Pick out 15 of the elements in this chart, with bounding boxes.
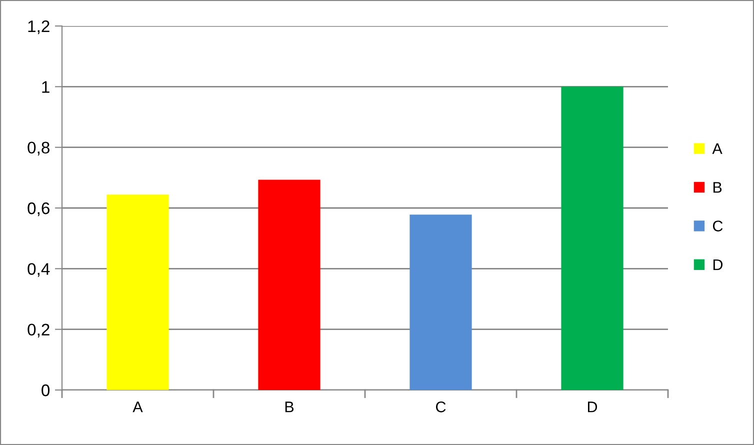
x-tick-label: D (588, 402, 598, 412)
y-tick-label: 1 (42, 81, 50, 93)
y-tick-label: 0 (42, 384, 50, 396)
legend-label: A (712, 143, 722, 154)
y-tick-label: 0,4 (28, 263, 50, 277)
x-tick-label: B (285, 402, 294, 412)
y-tick-label: 0,6 (28, 202, 50, 216)
legend-label: D (713, 259, 723, 270)
legend-label: B (713, 182, 722, 193)
legend-label: C (712, 220, 723, 232)
x-tick-label: A (132, 402, 143, 412)
y-tick-label: 0,2 (28, 324, 50, 338)
y-tick-label: 0,8 (28, 142, 50, 156)
x-tick-label: C (436, 402, 446, 412)
y-tick-label: 1,2 (28, 20, 50, 34)
